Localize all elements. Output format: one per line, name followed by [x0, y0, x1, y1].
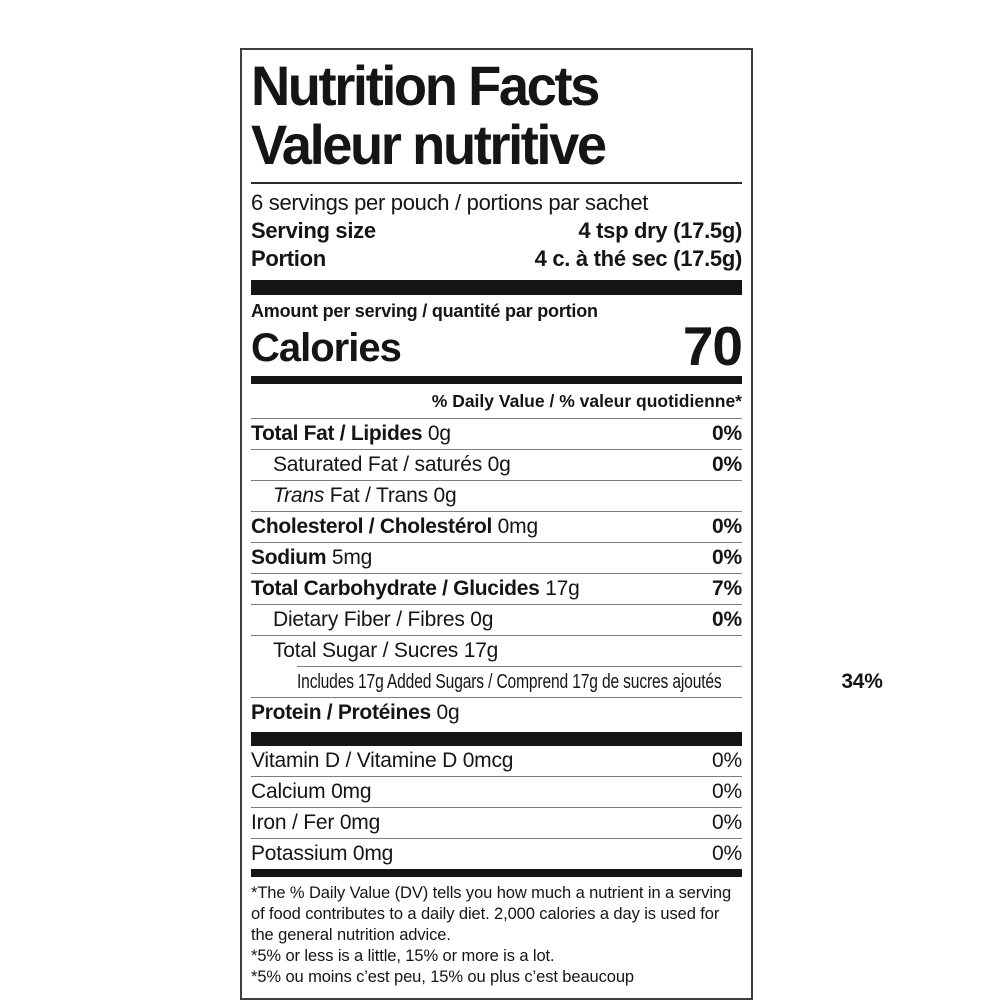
nutrient-row-saturated-fat: Saturated Fat / saturés 0g 0% — [251, 450, 742, 480]
nutrient-amount: 5mg — [326, 546, 373, 569]
nutrient-name: Calcium 0mg — [251, 780, 372, 803]
daily-value: 0% — [712, 546, 742, 569]
micronutrient-row-calcium: Calcium 0mg 0% — [251, 777, 742, 807]
calories-value: 70 — [682, 315, 743, 377]
serving-size-row: Serving size 4 tsp dry (17.5g) — [251, 217, 742, 245]
daily-value: 0% — [712, 842, 742, 865]
daily-value: 0% — [712, 780, 742, 803]
nutrient-amount: Includes 17g Added Sugars / Comprend 17g… — [297, 671, 722, 693]
nutrient-name: Vitamin D / Vitamine D 0mcg — [251, 750, 513, 772]
nutrition-facts-label: Nutrition Facts Valeur nutritive 6 servi… — [240, 48, 883, 1000]
nutrient-amount: Dietary Fiber / Fibres 0g — [273, 608, 494, 631]
portion-value: 4 c. à thé sec (17.5g) — [534, 246, 743, 271]
nutrient-row-trans-fat: Trans Fat / Trans 0g — [251, 481, 742, 511]
divider — [251, 573, 742, 574]
nutrient-name: Total Carbohydrate / Glucides 17g — [251, 578, 580, 600]
divider — [251, 776, 742, 777]
nutrient-amount: Potassium 0mg — [251, 842, 394, 865]
nutrient-name-bold: Cholesterol / Cholestérol — [251, 515, 493, 538]
divider — [251, 838, 742, 839]
nutrient-amount: Saturated Fat / saturés 0g — [273, 453, 511, 476]
daily-value-header: % Daily Value / % valeur quotidienne* — [431, 391, 742, 411]
divider — [251, 697, 742, 698]
thick-separator-bar — [251, 869, 742, 877]
divider — [251, 480, 742, 481]
nutrient-name-bold: Total Carbohydrate / Glucides — [251, 577, 540, 600]
nutrient-name: Protein / Protéines 0g — [251, 701, 460, 724]
divider — [251, 182, 742, 184]
divider — [251, 542, 742, 543]
divider — [251, 635, 742, 636]
nutrient-amount: Fat / Trans 0g — [324, 484, 457, 507]
daily-value: 0% — [712, 749, 742, 772]
nutrient-amount: Iron / Fer 0mg — [251, 811, 381, 834]
serving-size-label: Serving size — [251, 218, 376, 243]
nutrient-amount: Total Sugar / Sucres 17g — [273, 639, 499, 662]
nutrient-name: Includes 17g Added Sugars / Comprend 17g… — [297, 671, 722, 693]
nutrient-name-bold: Total Fat / Lipides — [251, 422, 423, 445]
nutrient-row-protein: Protein / Protéines 0g — [251, 698, 742, 728]
nutrient-row-sodium: Sodium 5mg 0% — [251, 543, 742, 573]
amount-per-serving: Amount per serving / quantité par portio… — [251, 301, 598, 321]
servings-per-container: 6 servings per pouch / portions par sach… — [251, 190, 649, 215]
nutrient-amount: 0g — [422, 422, 451, 445]
nutrient-name-bold: Sodium — [251, 546, 327, 569]
calories-label: Calories — [251, 326, 402, 370]
daily-value: 0% — [712, 453, 742, 476]
nutrient-name: Trans Fat / Trans 0g — [273, 485, 457, 507]
serving-size-value: 4 tsp dry (17.5g) — [578, 218, 742, 243]
nutrient-row-fiber: Dietary Fiber / Fibres 0g 0% — [251, 605, 742, 635]
nutrient-name: Cholesterol / Cholestérol 0mg — [251, 516, 538, 538]
nutrient-name-bold: Protein / Protéines — [251, 701, 431, 724]
nutrient-name: Dietary Fiber / Fibres 0g — [273, 609, 493, 631]
divider — [251, 418, 742, 419]
portion-label: Portion — [251, 246, 326, 271]
nutrient-amount: 17g — [539, 577, 580, 600]
portion-row: Portion 4 c. à thé sec (17.5g) — [251, 245, 742, 273]
thick-separator-bar — [251, 280, 742, 295]
nutrient-row-added-sugars: Includes 17g Added Sugars / Comprend 17g… — [251, 667, 883, 697]
micronutrient-row-iron: Iron / Fer 0mg 0% — [251, 808, 742, 838]
title-french: Valeur nutritive — [251, 113, 607, 176]
nutrient-amount: Vitamin D / Vitamine D 0mcg — [251, 749, 514, 772]
nutrient-amount: 0mg — [492, 515, 538, 538]
daily-value: 0% — [712, 811, 742, 834]
nutrient-row-cholesterol: Cholesterol / Cholestérol 0mg 0% — [251, 512, 742, 542]
divider — [251, 449, 742, 450]
medium-separator-bar — [251, 376, 742, 384]
micronutrient-row-vitamin-d: Vitamin D / Vitamine D 0mcg 0% — [251, 746, 742, 776]
footnotes: *The % Daily Value (DV) tells you how mu… — [251, 877, 742, 990]
footnote-five-percent-en: *5% or less is a little, 15% or more is … — [251, 947, 555, 965]
daily-value: 0% — [712, 608, 742, 631]
divider-indented — [297, 666, 742, 667]
nutrient-name-italic: Trans — [273, 484, 325, 507]
nutrient-row-total-fat: Total Fat / Lipides 0g 0% — [251, 419, 742, 449]
thick-separator-bar — [251, 732, 742, 746]
daily-value: 0% — [712, 422, 742, 445]
divider — [251, 604, 742, 605]
nutrient-name: Iron / Fer 0mg — [251, 812, 380, 834]
nutrient-row-total-sugar: Total Sugar / Sucres 17g — [251, 636, 742, 666]
footnote-five-percent-fr: *5% ou moins c’est peu, 15% ou plus c’es… — [251, 968, 634, 986]
nutrient-amount: 0g — [430, 701, 460, 724]
nutrient-amount: Calcium 0mg — [251, 780, 372, 803]
micronutrient-row-potassium: Potassium 0mg 0% — [251, 839, 742, 869]
divider — [251, 807, 742, 808]
divider — [251, 511, 742, 512]
title-english: Nutrition Facts — [251, 54, 600, 117]
daily-value: 0% — [712, 515, 742, 538]
calories-row: Calories 70 — [251, 315, 743, 377]
daily-value: 34% — [841, 670, 883, 693]
nutrient-name: Sodium 5mg — [251, 547, 372, 569]
nutrient-name: Saturated Fat / saturés 0g — [273, 454, 511, 476]
daily-value: 7% — [712, 577, 742, 600]
nutrient-name: Potassium 0mg — [251, 843, 393, 865]
nutrient-row-carbohydrate: Total Carbohydrate / Glucides 17g 7% — [251, 574, 742, 604]
nutrient-name: Total Fat / Lipides 0g — [251, 423, 451, 445]
nutrient-name: Total Sugar / Sucres 17g — [273, 640, 498, 662]
footnote-daily-value: *The % Daily Value (DV) tells you how mu… — [251, 884, 732, 944]
